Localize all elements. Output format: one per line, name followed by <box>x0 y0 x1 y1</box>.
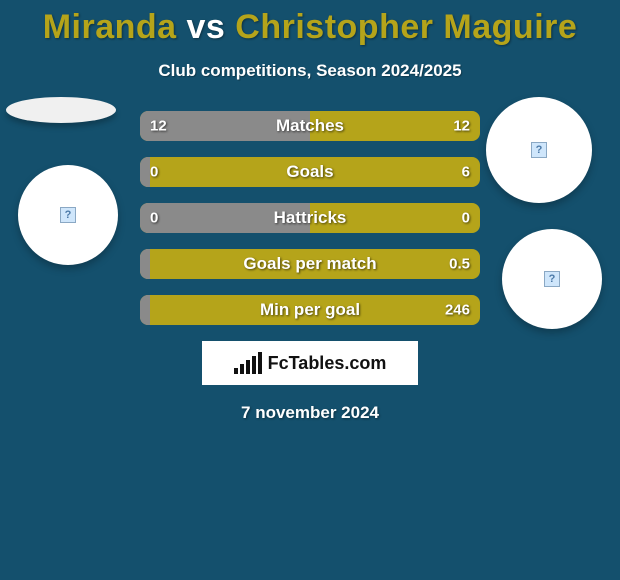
brand-bars-icon <box>234 352 262 374</box>
stat-label: Goals <box>140 162 480 182</box>
player2-avatar <box>502 229 602 329</box>
stat-row: 0Goals6 <box>140 157 480 187</box>
stat-right-value: 12 <box>453 118 470 135</box>
stat-row: Goals per match0.5 <box>140 249 480 279</box>
player2-name: Christopher Maguire <box>235 8 577 46</box>
player1-name: Miranda <box>43 8 177 46</box>
stat-right-value: 246 <box>445 302 470 319</box>
player1-avatar <box>18 165 118 265</box>
comparison-title: Miranda vs Christopher Maguire <box>0 0 620 47</box>
stat-row: Min per goal246 <box>140 295 480 325</box>
stat-right-value: 0.5 <box>449 256 470 273</box>
stat-label: Matches <box>140 116 480 136</box>
player2-club-avatar <box>486 97 592 203</box>
stat-label: Goals per match <box>140 254 480 274</box>
placeholder-icon <box>544 271 560 287</box>
subtitle: Club competitions, Season 2024/2025 <box>0 61 620 81</box>
player1-shadow-oval <box>6 97 116 123</box>
stat-right-value: 6 <box>462 164 470 181</box>
brand-text: FcTables.com <box>268 353 387 374</box>
stat-bars: 12Matches120Goals60Hattricks0Goals per m… <box>140 111 480 325</box>
placeholder-icon <box>531 142 547 158</box>
stat-label: Hattricks <box>140 208 480 228</box>
brand-box: FcTables.com <box>202 341 418 385</box>
stat-row: 12Matches12 <box>140 111 480 141</box>
comparison-stage: 12Matches120Goals60Hattricks0Goals per m… <box>0 111 620 325</box>
date-line: 7 november 2024 <box>0 403 620 423</box>
stat-label: Min per goal <box>140 300 480 320</box>
stat-row: 0Hattricks0 <box>140 203 480 233</box>
placeholder-icon <box>60 207 76 223</box>
vs-word: vs <box>187 8 226 46</box>
stat-right-value: 0 <box>462 210 470 227</box>
